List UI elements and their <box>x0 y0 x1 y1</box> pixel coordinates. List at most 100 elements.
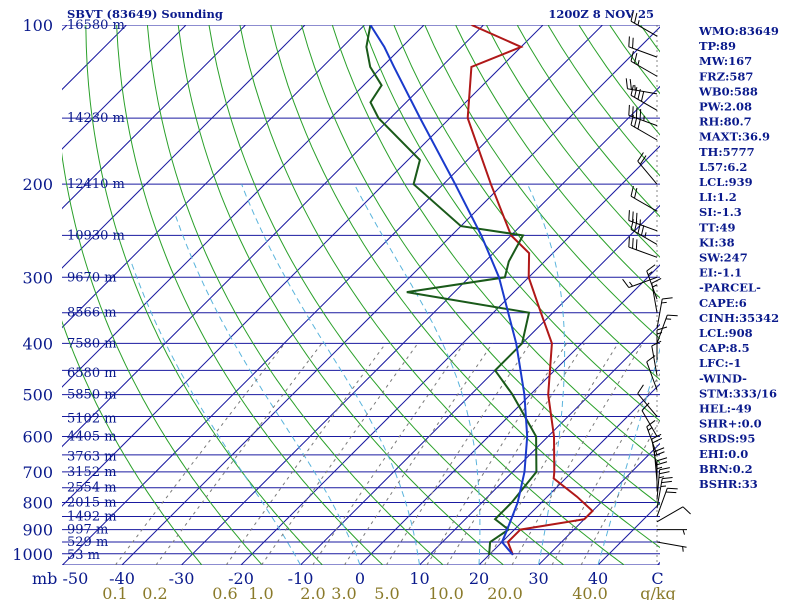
isotherm-line <box>539 25 800 565</box>
wind-barb-feather <box>662 481 672 482</box>
isotherm-line <box>0 25 305 565</box>
wind-barb-feather <box>629 237 630 247</box>
mixing-ratio-label: 40.0 <box>572 584 608 600</box>
wind-barb-half-feather <box>657 332 662 334</box>
pressure-tick-label: 1000 <box>12 545 53 564</box>
dry-adiabat-line <box>302 25 745 565</box>
mixing-ratio-label: g/kg <box>640 584 676 600</box>
sounding-traces <box>366 25 592 555</box>
wind-barb-feather <box>636 239 637 249</box>
stability-index-list: WMO:83649TP:89MW:167FRZ:587WB0:588PW:2.0… <box>698 24 779 491</box>
wind-barb-staff <box>631 95 657 110</box>
mixing-ratio-line <box>581 343 704 565</box>
wind-barb-feather <box>631 186 633 196</box>
index-value: CAP:8.5 <box>699 341 750 355</box>
index-value: WB0:588 <box>698 84 758 98</box>
index-value: -PARCEL- <box>699 281 761 295</box>
wind-barb-column <box>623 11 691 565</box>
mixing-ratio-label: 10.0 <box>428 584 464 600</box>
dry-adiabat-line <box>764 25 800 565</box>
wind-barb-staff <box>631 196 657 211</box>
wind-barb-half-feather <box>659 477 664 478</box>
height-label: 2554 m <box>67 481 117 496</box>
wind-barb-feather <box>629 36 630 46</box>
chart-valid-time: 1200Z 8 NOV 25 <box>548 7 654 21</box>
mixing-ratio-label: 0.2 <box>142 584 167 600</box>
index-value: SI:-1.3 <box>699 205 742 219</box>
wind-barb-half-feather <box>652 285 657 287</box>
dry-adiabat-line <box>795 25 800 565</box>
height-label: 12410 m <box>67 177 125 192</box>
wind-barb-feather <box>623 279 629 287</box>
mixing-ratio-line <box>156 343 322 565</box>
wind-barb-feather <box>666 492 676 493</box>
mixing-ratio-line <box>226 343 386 565</box>
index-value: MW:167 <box>699 54 752 68</box>
index-value: SHR+:0.0 <box>699 417 762 431</box>
wind-barb-feather <box>630 79 631 89</box>
index-value: BSHR:33 <box>699 477 758 491</box>
chart-title: SBVT (83649) Sounding <box>67 7 223 21</box>
mixing-ratio-line <box>427 343 567 565</box>
wind-barb-feather <box>640 109 641 119</box>
wind-barb <box>638 152 657 184</box>
wind-barb <box>657 298 673 329</box>
pressure-tick-label: 100 <box>22 16 53 35</box>
mixing-ratio-label: 20.0 <box>487 584 523 600</box>
mixing-ratio-line <box>313 343 464 565</box>
height-label: 7580 m <box>67 336 117 351</box>
dry-adiabat-line <box>86 25 323 565</box>
pressure-tick-label: 300 <box>22 268 53 287</box>
wind-barb-half-feather <box>638 60 639 65</box>
mixing-ratio-label: 3.0 <box>331 584 356 600</box>
pressure-tick-label: 700 <box>22 463 53 482</box>
wind-barb-staff <box>631 21 657 36</box>
wind-barb-half-feather <box>661 486 666 487</box>
wind-barb-feather <box>629 105 630 115</box>
pressure-tick-label: 900 <box>22 521 53 540</box>
index-value: SRDS:95 <box>699 432 755 446</box>
temperature-tick-label: 10 <box>409 569 429 588</box>
index-value: KI:38 <box>699 235 735 249</box>
index-value: -WIND- <box>699 371 747 385</box>
mixing-ratio-line <box>512 343 643 565</box>
wind-barb-half-feather <box>629 282 632 286</box>
isotherm-line <box>0 25 67 565</box>
index-value: WMO:83649 <box>698 24 779 38</box>
wind-barb <box>652 278 661 312</box>
height-label: 3763 m <box>67 450 117 465</box>
index-value: L57:6.2 <box>699 160 747 174</box>
grid-lines <box>0 25 800 565</box>
wind-barb-staff <box>657 507 683 522</box>
wind-barb-staff <box>631 229 657 244</box>
wind-barb-feather <box>657 458 667 461</box>
height-label: 5102 m <box>67 412 117 427</box>
index-value: LI:1.2 <box>699 190 737 204</box>
wind-barb-half-feather <box>648 427 652 430</box>
wind-barb-staff <box>657 542 687 547</box>
wind-barb-feather <box>641 91 643 101</box>
wind-barb-feather <box>667 315 677 316</box>
isotherm-line <box>0 25 8 565</box>
height-label: 53 m <box>67 548 100 563</box>
height-label: 10930 m <box>67 228 125 243</box>
mixing-ratio-label: 0.6 <box>212 584 237 600</box>
index-value: TT:49 <box>699 220 736 234</box>
wind-barb <box>657 507 691 522</box>
height-label: 5850 m <box>67 388 117 403</box>
mixing-ratio-label: 2.0 <box>300 584 325 600</box>
height-label: 2015 m <box>67 496 117 511</box>
parcel-trace <box>370 25 527 555</box>
wind-barb-feather <box>662 477 672 478</box>
wind-barb-half-feather <box>645 232 646 237</box>
index-value: PW:2.08 <box>699 100 752 114</box>
wind-barb-feather <box>638 119 640 129</box>
index-value: LCL:939 <box>699 175 753 189</box>
mixing-ratio-line <box>262 343 418 565</box>
mixing-ratio-label: 0.1 <box>102 584 127 600</box>
index-value: LFC:-1 <box>699 356 741 370</box>
moist-adiabat-line <box>131 262 301 566</box>
moist-adiabat-line <box>242 184 420 565</box>
